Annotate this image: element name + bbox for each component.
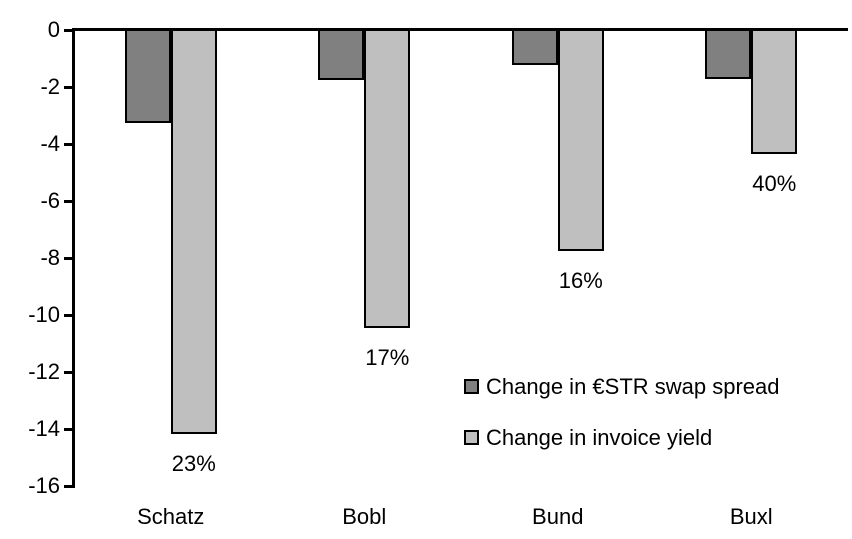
y-tick-mark — [64, 28, 73, 32]
x-axis-label-buxl: Buxl — [729, 504, 773, 529]
x-axis-label-bund: Bund — [532, 504, 584, 529]
bar-estr-swap-spread-schatz — [124, 29, 171, 124]
legend: Change in €STR swap spread Change in inv… — [464, 371, 780, 473]
data-label-buxl: 40% — [752, 171, 797, 197]
data-label-schatz: 23% — [171, 450, 216, 476]
x-axis-zero-line — [72, 28, 848, 31]
x-axis-label-bobl: Bobl — [342, 504, 387, 529]
bar-estr-swap-spread-bobl — [318, 29, 365, 81]
y-tick-label: -14 — [28, 416, 60, 441]
y-tick-mark — [64, 142, 73, 146]
y-tick-mark — [64, 199, 73, 203]
bar-estr-swap-spread-buxl — [705, 29, 752, 79]
y-tick-mark — [64, 484, 73, 488]
bar-invoice-yield-bobl — [364, 29, 411, 329]
y-tick-label: -2 — [40, 74, 60, 99]
y-tick-label: 0 — [47, 17, 60, 42]
y-tick-label: -10 — [28, 302, 60, 327]
legend-swatch-estr-swap-spread-icon — [464, 379, 479, 394]
legend-item-invoice-yield: Change in invoice yield — [464, 422, 780, 453]
y-axis-line — [72, 28, 75, 488]
y-tick-label: -8 — [40, 245, 60, 270]
y-tick-mark — [64, 85, 73, 89]
data-label-bund: 16% — [558, 268, 603, 294]
y-tick-label: -16 — [28, 473, 60, 498]
x-axis-label-schatz: Schatz — [137, 504, 205, 529]
legend-swatch-invoice-yield-icon — [464, 430, 479, 445]
bar-estr-swap-spread-bund — [511, 29, 558, 65]
bar-invoice-yield-buxl — [751, 29, 798, 155]
bar-invoice-yield-bund — [557, 29, 604, 252]
data-label-bobl: 17% — [365, 345, 410, 371]
y-tick-mark — [64, 370, 73, 374]
legend-label-estr-swap-spread: Change in €STR swap spread — [486, 373, 780, 399]
y-tick-mark — [64, 313, 73, 317]
bar-invoice-yield-schatz — [170, 29, 217, 434]
y-tick-label: -6 — [40, 188, 60, 213]
y-tick-label: -4 — [40, 131, 60, 156]
legend-label-invoice-yield: Change in invoice yield — [486, 424, 713, 450]
y-tick-mark — [64, 427, 73, 431]
y-tick-mark — [64, 256, 73, 260]
y-tick-label: -12 — [28, 359, 60, 384]
legend-item-estr-swap-spread: Change in €STR swap spread — [464, 371, 780, 402]
